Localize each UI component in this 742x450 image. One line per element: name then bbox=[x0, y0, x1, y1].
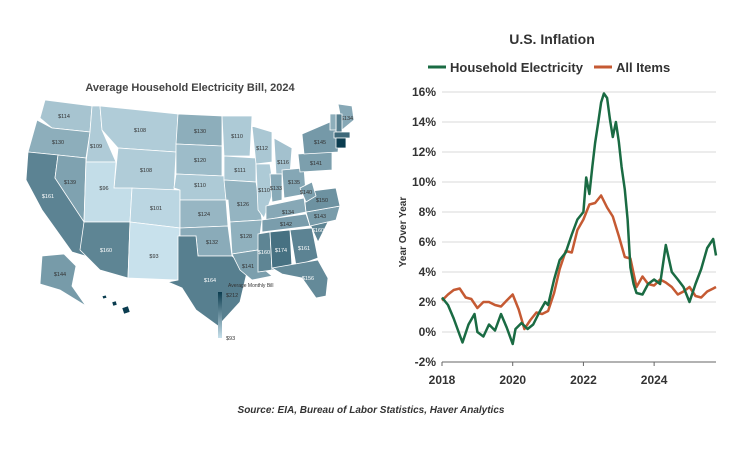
state-label-sd: $120 bbox=[194, 158, 206, 164]
series-line-household-electricity bbox=[441, 92, 718, 346]
state-label-ut: $96 bbox=[99, 186, 108, 192]
state-label-ne: $110 bbox=[194, 183, 206, 189]
state-ma bbox=[333, 131, 351, 139]
state-label-mo: $126 bbox=[237, 202, 249, 208]
state-label-sc: $160 bbox=[312, 228, 324, 234]
state-mo bbox=[223, 179, 263, 223]
state-label-ok: $132 bbox=[206, 240, 218, 246]
state-label-wy: $108 bbox=[140, 168, 152, 174]
map-legend-min-label: $93 bbox=[226, 336, 235, 342]
state-label-nv: $139 bbox=[64, 180, 76, 186]
legend-label-0: Household Electricity bbox=[450, 60, 584, 75]
state-label-ia: $111 bbox=[234, 168, 245, 174]
state-label-wi: $112 bbox=[256, 146, 268, 152]
state-mi bbox=[273, 137, 293, 175]
y-tick-label: 6% bbox=[419, 235, 437, 249]
legend-label-1: All Items bbox=[616, 60, 670, 75]
state-label-ks: $124 bbox=[198, 212, 210, 218]
state-label-wv: $140 bbox=[300, 190, 312, 196]
state-label-wa: $114 bbox=[58, 114, 70, 120]
state-label-la: $141 bbox=[242, 264, 254, 270]
map-legend-color-bar bbox=[218, 292, 222, 338]
state-label-mn: $110 bbox=[231, 134, 243, 140]
x-tick-label: 2018 bbox=[429, 373, 456, 387]
state-label-az: $160 bbox=[100, 248, 112, 254]
us-choropleth-map: $114 $130 $161 $139 $109 $108 $108 $96 $160 $101 $… bbox=[25, 99, 355, 342]
state-hi-island-2 bbox=[121, 305, 131, 315]
state-az bbox=[79, 221, 131, 279]
y-tick-label: 10% bbox=[412, 175, 436, 189]
electricity-bill-map-panel: Average Household Electricity Bill, 2024… bbox=[0, 70, 380, 360]
state-nh bbox=[335, 113, 343, 133]
y-tick-label: 4% bbox=[419, 265, 437, 279]
state-label-ny: $145 bbox=[314, 140, 326, 146]
state-wv bbox=[299, 181, 317, 203]
state-label-oh: $135 bbox=[288, 180, 300, 186]
state-label-nc: $143 bbox=[314, 214, 326, 220]
states-layer: $114 $130 $161 $139 $109 $108 $108 $96 $160 $101 $… bbox=[25, 99, 355, 327]
state-label-ak: $144 bbox=[54, 272, 66, 278]
chart-title: U.S. Inflation bbox=[509, 31, 595, 47]
state-label-ar: $128 bbox=[240, 234, 252, 240]
state-label-ga: $161 bbox=[298, 246, 310, 252]
state-label-tn: $142 bbox=[280, 222, 292, 228]
y-axis-label: Year Over Year bbox=[398, 197, 409, 268]
map-title: Average Household Electricity Bill, 2024 bbox=[85, 82, 295, 94]
y-tick-label: 14% bbox=[412, 115, 436, 129]
state-tx bbox=[166, 235, 249, 327]
state-in bbox=[269, 173, 283, 203]
state-label-nm: $93 bbox=[149, 254, 158, 260]
state-label-mi: $116 bbox=[277, 160, 289, 166]
state-label-co: $101 bbox=[150, 206, 162, 212]
state-mn bbox=[221, 115, 253, 157]
state-label-in: $133 bbox=[270, 186, 282, 192]
state-label-il: $110 bbox=[258, 188, 270, 194]
state-ga bbox=[289, 227, 319, 267]
source-note: Source: EIA, Bureau of Labor Statistics,… bbox=[237, 405, 505, 416]
state-ct bbox=[335, 137, 347, 149]
state-wi bbox=[251, 125, 273, 165]
x-tick-label: 2024 bbox=[641, 373, 668, 387]
us-inflation-chart: U.S. Inflation Household Electricity All … bbox=[398, 31, 718, 387]
state-label-or: $130 bbox=[52, 140, 64, 146]
state-label-va: $150 bbox=[316, 198, 328, 204]
state-label-al: $174 bbox=[275, 248, 287, 254]
state-label-ms: $160 bbox=[258, 250, 270, 256]
map-legend-max-label: $212 bbox=[226, 293, 238, 299]
series-line-all-items bbox=[441, 194, 717, 331]
state-fl bbox=[270, 259, 329, 299]
state-hi-island-1 bbox=[111, 300, 118, 307]
chart-legend: Household Electricity All Items bbox=[428, 60, 670, 75]
state-nm bbox=[127, 221, 181, 281]
state-label-id: $109 bbox=[90, 144, 102, 150]
state-label-ky: $134 bbox=[282, 210, 294, 216]
map-legend: Average Monthly Bill $212 $93 bbox=[218, 283, 274, 342]
chart-lines bbox=[441, 92, 718, 346]
state-hi bbox=[101, 294, 108, 300]
chart-axes: -2% 0% 2% 4% 6% 8% 10% 12% 14% 16% 2018 2020 2022 202… bbox=[412, 85, 716, 387]
state-label-tx: $164 bbox=[204, 278, 216, 284]
y-tick-label: -2% bbox=[415, 355, 437, 369]
y-tick-label: 12% bbox=[412, 145, 436, 159]
state-vt bbox=[329, 113, 337, 131]
state-il bbox=[255, 163, 275, 219]
state-label-pa: $141 bbox=[310, 161, 322, 167]
state-label-mt: $108 bbox=[134, 128, 146, 134]
state-label-nd: $130 bbox=[194, 129, 206, 135]
y-tick-label: 8% bbox=[419, 205, 437, 219]
state-label-fl: $156 bbox=[302, 276, 314, 282]
y-tick-label: 16% bbox=[412, 85, 436, 99]
x-tick-label: 2020 bbox=[499, 373, 526, 387]
x-tick-label: 2022 bbox=[570, 373, 597, 387]
state-ak bbox=[39, 253, 87, 307]
state-label-ca: $161 bbox=[42, 194, 54, 200]
y-tick-label: 2% bbox=[419, 295, 437, 309]
map-legend-title: Average Monthly Bill bbox=[228, 283, 274, 289]
y-tick-label: 0% bbox=[419, 325, 437, 339]
state-label-me: $134 bbox=[341, 116, 353, 122]
